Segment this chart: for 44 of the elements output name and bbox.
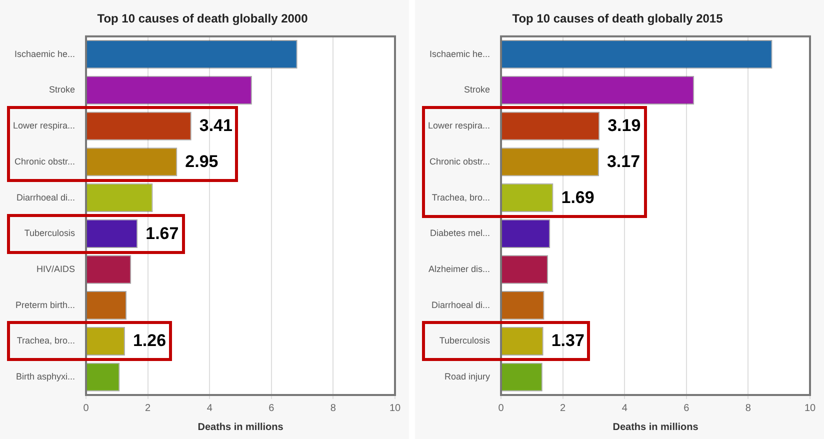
x-tick-label: 10 bbox=[804, 402, 816, 414]
y-tick-label: HIV/AIDS bbox=[36, 264, 76, 274]
data-label: 2.95 bbox=[185, 152, 218, 172]
x-tick-label: 0 bbox=[498, 402, 504, 414]
y-tick-label: Tuberculosis bbox=[439, 336, 491, 346]
data-label: 3.41 bbox=[199, 116, 232, 136]
data-label: 3.19 bbox=[608, 116, 641, 136]
x-tick-label: 6 bbox=[268, 402, 275, 414]
x-tick-label: 10 bbox=[389, 402, 401, 414]
y-tick-label: Tuberculosis bbox=[24, 228, 76, 238]
x-axis-title: Deaths in millions bbox=[198, 422, 284, 433]
y-tick-label: Lower respira... bbox=[428, 120, 490, 131]
data-label: 3.17 bbox=[606, 152, 640, 172]
y-tick-label: Trachea, bro... bbox=[16, 336, 76, 346]
y-tick-label: Chronic obstr... bbox=[14, 156, 76, 166]
y-tick-label: Ischaemic he... bbox=[14, 48, 76, 59]
chart-title: Top 10 causes of death globally 2015 bbox=[512, 12, 724, 26]
x-tick-label: 2 bbox=[145, 402, 152, 414]
y-tick-label: Stroke bbox=[49, 84, 76, 95]
y-tick-label: Stroke bbox=[464, 84, 490, 95]
y-tick-label: Diabetes mel... bbox=[430, 228, 490, 238]
x-tick-label: 8 bbox=[330, 402, 336, 414]
x-tick-label: 8 bbox=[745, 402, 752, 414]
data-label: 1.69 bbox=[561, 188, 594, 208]
y-tick-label: Chronic obstr... bbox=[429, 156, 490, 166]
y-tick-label: Lower respira... bbox=[12, 120, 76, 131]
y-tick-label: Road injury bbox=[444, 372, 491, 382]
x-axis-title: Deaths in millions bbox=[612, 422, 699, 433]
x-tick-label: 2 bbox=[560, 402, 566, 414]
y-tick-label: Preterm birth... bbox=[16, 300, 76, 310]
data-label: 1.26 bbox=[132, 331, 166, 352]
x-tick-label: 0 bbox=[83, 402, 90, 414]
chart-title: Top 10 causes of death globally 2000 bbox=[97, 12, 308, 26]
x-tick-label: 4 bbox=[206, 402, 213, 414]
y-tick-label: Diarrhoeal di... bbox=[431, 300, 490, 310]
y-tick-label: Alzheimer dis... bbox=[428, 264, 490, 274]
y-tick-label: Ischaemic he... bbox=[429, 48, 490, 59]
data-label: 1.67 bbox=[146, 224, 179, 244]
y-tick-label: Birth asphyxi... bbox=[16, 372, 76, 382]
y-tick-label: Trachea, bro... bbox=[432, 192, 490, 202]
y-tick-label: Diarrhoeal di... bbox=[16, 192, 76, 202]
x-tick-label: 4 bbox=[622, 402, 628, 414]
x-tick-label: 6 bbox=[684, 402, 690, 414]
data-label: 1.37 bbox=[551, 331, 584, 352]
